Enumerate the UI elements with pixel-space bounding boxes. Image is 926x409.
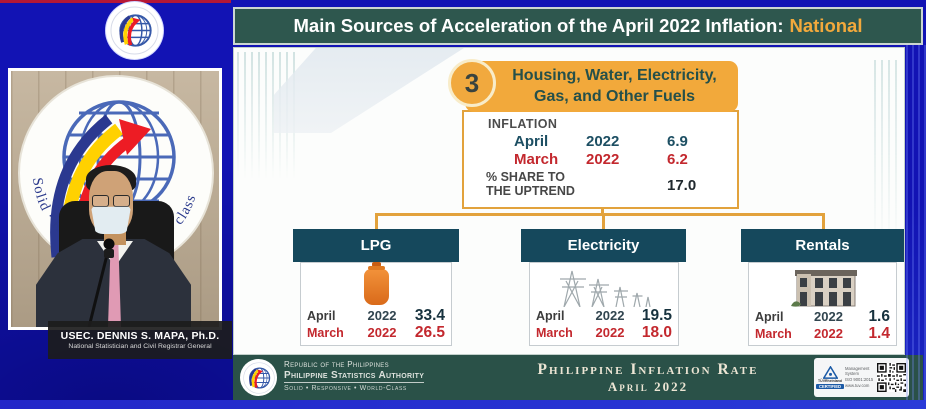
card-header-electricity: Electricity <box>521 229 686 262</box>
card-body-lpg: April 2022 33.4 March 2022 26.5 <box>300 261 452 346</box>
tuv-brand: TÜVRheinland <box>818 379 842 383</box>
footer-title-block: Philippine Inflation Rate April 2022 <box>488 361 808 395</box>
lpg-april-row: April 2022 33.4 <box>307 307 445 324</box>
share-label-line1: % SHARE TO <box>486 170 565 184</box>
april-label: April <box>514 133 549 150</box>
card-body-electricity: April 2022 19.5 March 2022 18.0 <box>529 262 679 346</box>
card-body-rentals: April 2022 1.6 March 2022 1.4 <box>748 262 897 346</box>
speaker-tie <box>108 245 121 327</box>
tuv-certified-label: CERTIFIED <box>815 384 845 389</box>
connector-stub <box>601 207 604 215</box>
qr-code-icon <box>877 363 906 392</box>
footer-title-line2: April 2022 <box>607 379 689 394</box>
section-number: 3 <box>464 67 480 98</box>
psa-logo-icon <box>106 2 163 59</box>
april-year: 2022 <box>586 133 620 150</box>
face-mask <box>91 206 131 234</box>
card-header-lpg: LPG <box>293 229 459 262</box>
speaker-name: USEC. DENNIS S. MAPA, Ph.D. <box>60 330 220 342</box>
red-accent-line <box>0 0 231 3</box>
slide-title-bar: Main Sources of Acceleration of the Apri… <box>233 7 923 45</box>
inflation-heading: INFLATION <box>488 117 558 131</box>
category-header: Housing, Water, Electricity, Gas, and Ot… <box>465 61 738 112</box>
card-header-rentals: Rentals <box>741 229 904 262</box>
decor-stripes-right <box>874 60 902 250</box>
march-value: 6.2 <box>667 151 688 168</box>
share-value: 17.0 <box>667 177 697 194</box>
footer-org-line1: Republic of the Philippines <box>284 360 389 369</box>
march-label: March <box>514 151 559 168</box>
electricity-march-row: March 2022 18.0 <box>536 324 672 341</box>
lpg-tank-icon <box>363 261 389 305</box>
speaker-glasses <box>92 195 130 207</box>
footer-org-line2: Philippine Statistics Authority <box>284 370 425 383</box>
connector-rail <box>375 213 825 216</box>
card-title-rentals: Rentals <box>795 237 850 254</box>
decor-edge-stripes <box>906 45 926 400</box>
inflation-summary-box: INFLATION April 2022 6.9 March 2022 6.2 … <box>462 110 739 209</box>
speaker-caption: USEC. DENNIS S. MAPA, Ph.D. National Sta… <box>48 321 232 359</box>
psa-footer-logo-icon <box>240 359 277 396</box>
microphone-icon <box>87 238 115 327</box>
footer-org-line3: Solid • Responsive • World-Class <box>284 385 407 392</box>
electricity-april-row: April 2022 19.5 <box>536 307 672 324</box>
slide-title: Main Sources of Acceleration of the Apri… <box>293 15 784 36</box>
rentals-april-row: April 2022 1.6 <box>755 308 890 325</box>
lpg-march-row: March 2022 26.5 <box>307 324 445 341</box>
slide-footer: Republic of the Philippines Philippine S… <box>233 355 923 400</box>
speaker-video: Solid · Responsive · World - class <box>8 68 222 330</box>
apartment-building-icon <box>790 270 857 307</box>
share-label-line2: THE UPTREND <box>486 184 575 198</box>
march-year: 2022 <box>586 151 620 168</box>
footer-title-line1: Philippine Inflation Rate <box>537 361 759 378</box>
slide-title-highlight: National <box>789 15 863 36</box>
bottom-border-strip <box>0 400 926 409</box>
card-title-electricity: Electricity <box>567 237 640 254</box>
category-line1: Housing, Water, Electricity, <box>512 66 717 84</box>
connector-drop-lpg <box>375 215 378 230</box>
footer-org-block: Republic of the Philippines Philippine S… <box>284 360 425 392</box>
slide-body: 3 Housing, Water, Electricity, Gas, and … <box>233 47 905 355</box>
certification-badge: TÜVRheinland CERTIFIED Management System… <box>814 358 909 397</box>
speaker-role: National Statistician and Civil Registra… <box>68 343 212 350</box>
card-title-lpg: LPG <box>360 237 392 254</box>
april-value: 6.9 <box>667 133 688 150</box>
transmission-towers-icon <box>560 270 651 307</box>
section-number-badge: 3 <box>448 59 496 107</box>
decor-diagonal <box>274 48 464 133</box>
connector-drop-electricity <box>602 215 605 230</box>
rentals-march-row: March 2022 1.4 <box>755 325 890 342</box>
tuv-triangle-icon <box>822 366 838 379</box>
connector-drop-rentals <box>822 215 825 230</box>
category-line2: Gas, and Other Fuels <box>534 87 695 105</box>
